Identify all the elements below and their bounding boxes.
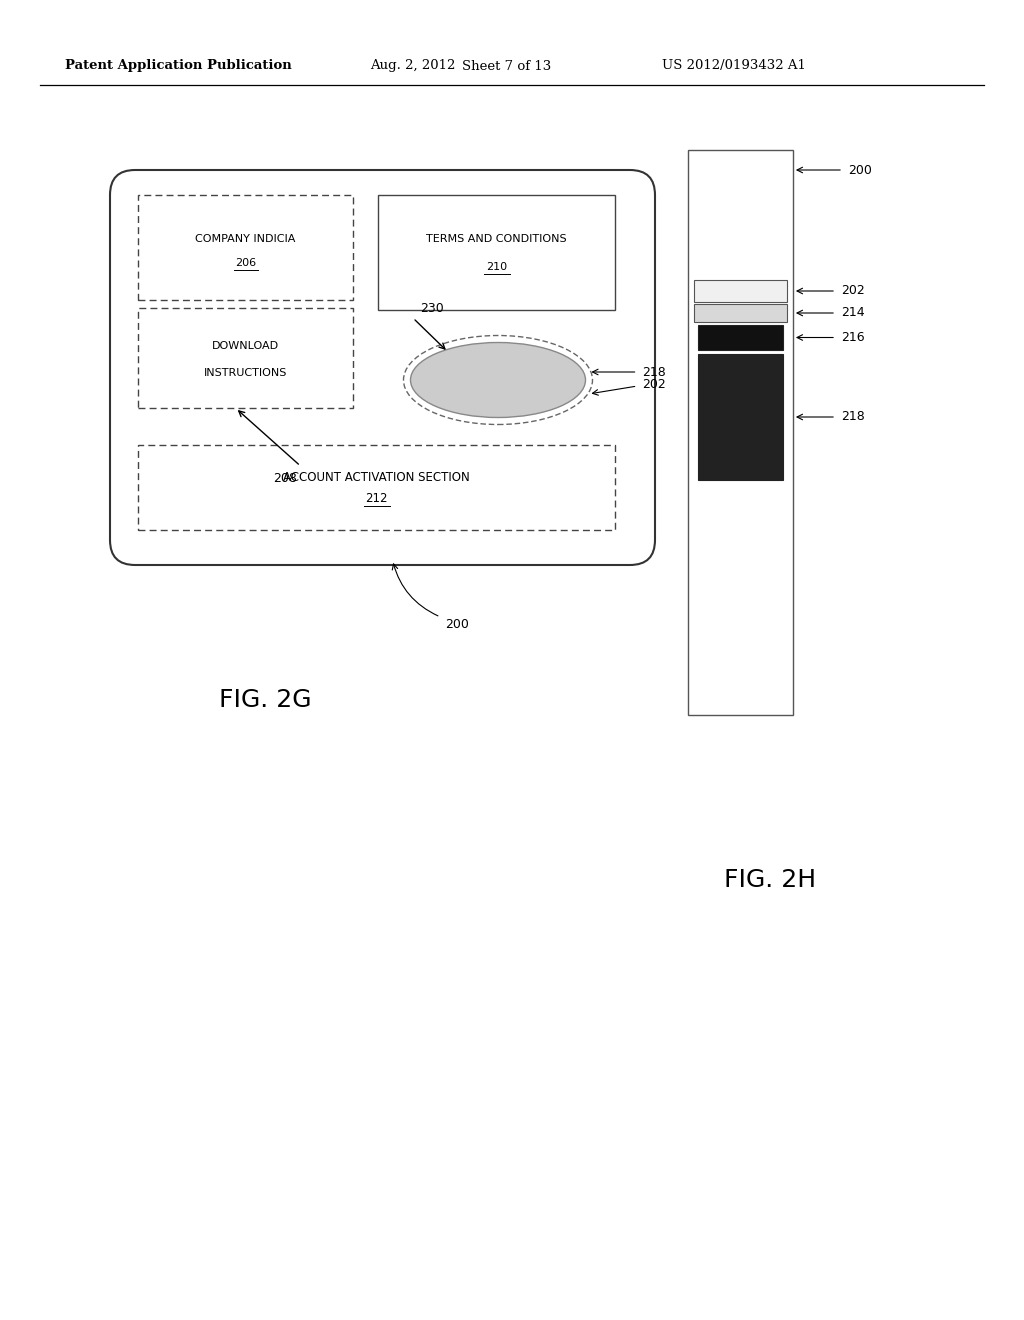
Ellipse shape [403, 335, 593, 425]
Text: 218: 218 [642, 366, 667, 379]
Ellipse shape [411, 342, 586, 417]
FancyBboxPatch shape [378, 195, 615, 310]
Text: FIG. 2H: FIG. 2H [724, 869, 816, 892]
Text: US 2012/0193432 A1: US 2012/0193432 A1 [662, 59, 806, 73]
Text: ACCOUNT ACTIVATION SECTION: ACCOUNT ACTIVATION SECTION [283, 471, 470, 484]
Bar [694, 304, 787, 322]
Text: 218: 218 [841, 411, 864, 424]
Text: 214: 214 [841, 306, 864, 319]
Bar [694, 280, 787, 302]
FancyBboxPatch shape [138, 308, 353, 408]
Bar [688, 150, 793, 715]
Text: 230: 230 [420, 301, 443, 314]
Text: Patent Application Publication: Patent Application Publication [65, 59, 292, 73]
Text: 212: 212 [366, 492, 388, 506]
Text: DOWNLOAD: DOWNLOAD [212, 341, 280, 351]
FancyBboxPatch shape [110, 170, 655, 565]
Text: Sheet 7 of 13: Sheet 7 of 13 [462, 59, 551, 73]
Text: 208: 208 [273, 471, 297, 484]
Text: FIG. 2G: FIG. 2G [219, 688, 311, 711]
Bar [698, 354, 783, 480]
Text: 200: 200 [445, 619, 469, 631]
Text: 210: 210 [486, 263, 507, 272]
Text: COMPANY INDICIA: COMPANY INDICIA [196, 234, 296, 244]
Text: 206: 206 [234, 259, 256, 268]
Bar [698, 325, 783, 350]
Text: TERMS AND CONDITIONS: TERMS AND CONDITIONS [426, 234, 567, 244]
Text: Aug. 2, 2012: Aug. 2, 2012 [370, 59, 456, 73]
Text: 202: 202 [841, 285, 864, 297]
Text: INSTRUCTIONS: INSTRUCTIONS [204, 368, 287, 378]
Text: 200: 200 [848, 164, 871, 177]
Text: 216: 216 [841, 331, 864, 345]
Text: 202: 202 [642, 378, 667, 391]
FancyBboxPatch shape [138, 445, 615, 531]
FancyBboxPatch shape [138, 195, 353, 300]
